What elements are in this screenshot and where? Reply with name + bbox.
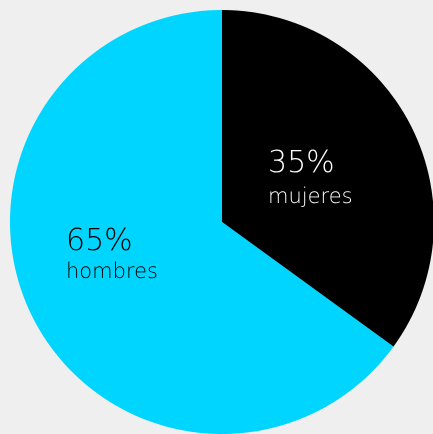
slice-name-mujeres: mujeres: [268, 184, 353, 208]
slice-name-hombres: hombres: [66, 259, 158, 283]
pie-slices: [9, 10, 433, 434]
slice-percent-hombres: 65%: [66, 223, 133, 258]
slice-label-hombres: 65% hombres: [66, 223, 158, 283]
slice-percent-mujeres: 35%: [268, 145, 335, 180]
pie-slice-hombres: [9, 10, 394, 434]
pie-slice-mujeres: [222, 10, 433, 347]
slice-label-mujeres: 35% mujeres: [268, 145, 353, 208]
